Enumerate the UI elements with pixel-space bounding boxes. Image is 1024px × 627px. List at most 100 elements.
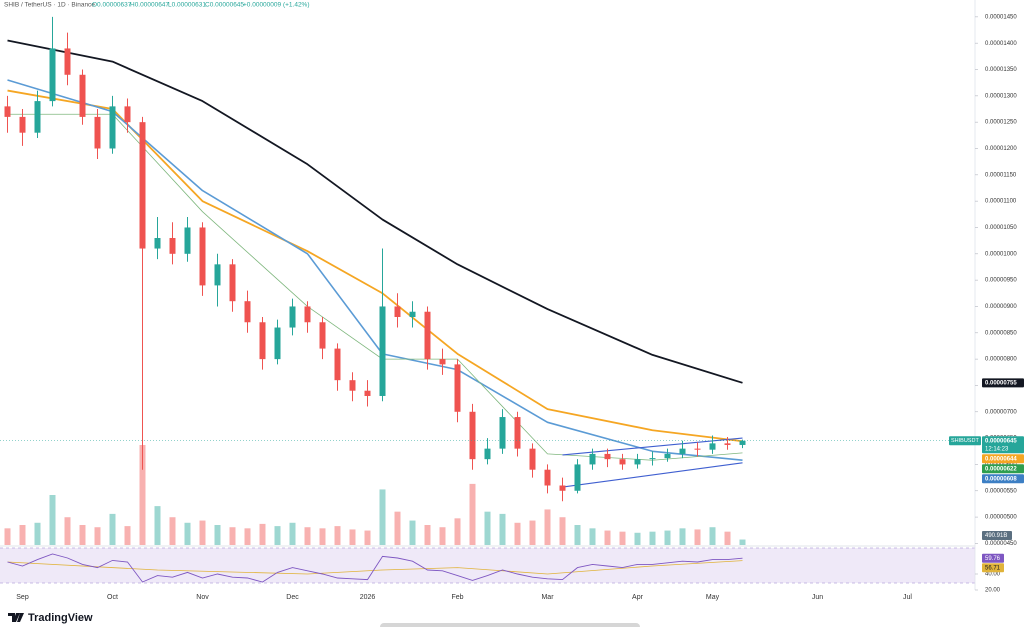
- y-tick-label: 0.00001400: [985, 41, 1017, 47]
- x-tick-label: Apr: [632, 594, 644, 601]
- volume-bar: [709, 527, 716, 545]
- volume-bar: [409, 520, 416, 545]
- rsi-ma-line: [7, 560, 743, 575]
- candle-body: [469, 411, 476, 460]
- candle-body: [19, 116, 26, 133]
- candle-body: [394, 306, 401, 317]
- volume-bar: [514, 522, 521, 545]
- volume-tag-label: 490.91B: [985, 533, 1007, 539]
- volume-bar: [469, 483, 476, 545]
- y-tick-label: 0.00001050: [985, 225, 1017, 231]
- candle-body: [259, 322, 266, 360]
- volume-bar: [94, 527, 101, 545]
- candle-body: [424, 311, 431, 360]
- volume-bar: [19, 525, 26, 545]
- y-tick-label: 0.00000900: [985, 304, 1017, 310]
- volume-bar: [259, 523, 266, 545]
- candle-body: [64, 48, 71, 75]
- price-tag: [982, 464, 1024, 474]
- volume-bar: [169, 517, 176, 545]
- candle-body: [34, 101, 41, 133]
- logo-mark: [8, 613, 24, 622]
- volume-bar: [739, 539, 746, 545]
- candle-body: [694, 448, 701, 450]
- scrollbar[interactable]: [380, 623, 640, 627]
- volume-bar: [559, 517, 566, 545]
- volume-bar: [274, 526, 281, 545]
- ohlc-low: L0.00000631: [168, 2, 206, 9]
- candle-body: [574, 464, 581, 491]
- volume-bar: [544, 509, 551, 545]
- volume-bar: [394, 511, 401, 545]
- price-tag-label: 0.00000622: [985, 466, 1017, 472]
- volume-bar: [424, 525, 431, 545]
- candle-body: [94, 116, 101, 149]
- rsi-tag-label: 59.76: [985, 556, 1001, 562]
- price-tag: [982, 378, 1024, 388]
- rsi-ma-tag-label: 56.71: [985, 565, 1001, 571]
- candle-body: [229, 264, 236, 302]
- ohlc-open: O0.00000637: [92, 2, 132, 9]
- symbol-title: SHIB / TetherUS · 1D · Binance: [4, 2, 95, 9]
- candle-body: [334, 348, 341, 381]
- candle-body: [4, 106, 11, 117]
- candle-body: [274, 327, 281, 360]
- volume-bar: [124, 526, 131, 545]
- rsi-tag: [982, 553, 1004, 563]
- volume-bar: [319, 528, 326, 545]
- candle-body: [679, 448, 686, 454]
- y-tick-label: 0.00001200: [985, 146, 1017, 152]
- brand-name: TradingView: [28, 612, 93, 624]
- volume-bar: [109, 513, 116, 545]
- candle-body: [514, 417, 521, 449]
- ohlc-legend: O0.00000637 H0.00000647 L0.00000631 C0.0…: [92, 2, 310, 9]
- volume-bar: [79, 525, 86, 545]
- candle-body: [244, 301, 251, 323]
- candle-body: [319, 322, 326, 349]
- volume-bar: [499, 513, 506, 545]
- x-tick-label: Oct: [107, 594, 118, 601]
- volume-bar: [664, 530, 671, 545]
- volume-bar: [154, 506, 161, 545]
- y-tick-label: 0.00001300: [985, 93, 1017, 99]
- volume-bar: [64, 517, 71, 545]
- y-tick-label: 0.00000850: [985, 330, 1017, 336]
- price-tag-label: 0.00000644: [985, 456, 1017, 462]
- candle-body: [109, 106, 116, 149]
- volume-bar: [589, 528, 596, 545]
- volume-bar: [694, 529, 701, 545]
- x-tick-label: Feb: [451, 594, 463, 601]
- y-tick-label: 0.00001150: [985, 172, 1017, 178]
- candle-body: [454, 364, 461, 412]
- moving-average: [7, 39, 743, 384]
- candle-body: [739, 440, 746, 445]
- candle-body: [604, 453, 611, 460]
- y-tick-label: 0.00001250: [985, 120, 1017, 126]
- volume-bar: [574, 525, 581, 545]
- candle-body: [379, 306, 386, 396]
- volume-bar: [229, 527, 236, 545]
- y-tick-label: 0.00000550: [985, 488, 1017, 494]
- price-tag: [982, 474, 1024, 484]
- volume-bar: [244, 528, 251, 545]
- candle-body: [484, 448, 491, 460]
- candle-body: [724, 443, 731, 445]
- volume-bar: [139, 445, 146, 545]
- candle-body: [364, 390, 371, 396]
- candle-body: [559, 485, 566, 491]
- volume-bar: [619, 531, 626, 545]
- volume-bar: [49, 495, 56, 545]
- x-tick-label: Mar: [541, 594, 554, 601]
- rsi-tick-label: 40.00: [985, 572, 1001, 578]
- candle-body: [349, 380, 356, 391]
- x-tick-label: Nov: [196, 594, 209, 601]
- volume-bar: [379, 489, 386, 545]
- candle-body: [409, 311, 416, 317]
- rsi-tick-label: 20.00: [985, 588, 1001, 594]
- x-tick-label: Jul: [903, 594, 912, 601]
- volume-bar: [349, 529, 356, 545]
- price-tag: [982, 436, 1024, 454]
- y-tick-label: 0.00000500: [985, 515, 1017, 521]
- volume-bar: [484, 511, 491, 545]
